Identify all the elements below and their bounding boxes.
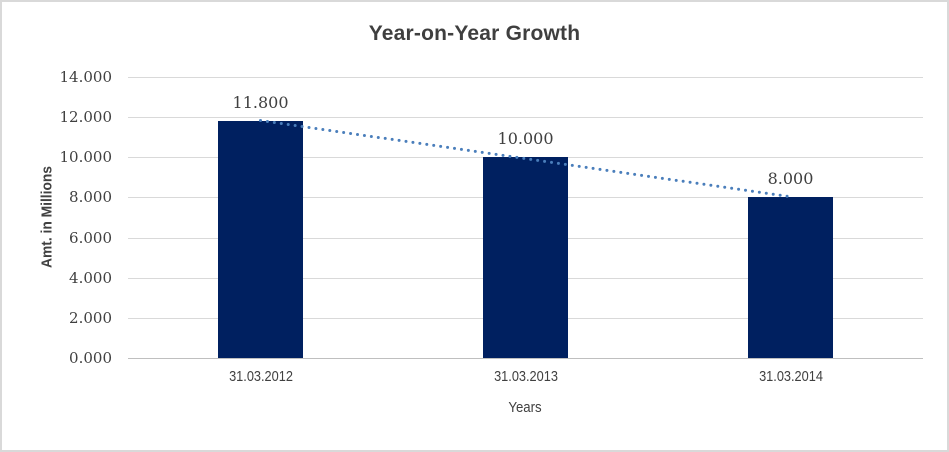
gridline	[128, 77, 923, 78]
y-tick-label: 14.000	[59, 68, 113, 86]
x-tick-label: 31.03.2014	[758, 368, 823, 385]
y-axis-title: Amt. in Millions	[38, 166, 56, 268]
x-axis-title: Years	[508, 399, 542, 416]
chart-title: Year-on-Year Growth	[368, 22, 581, 45]
data-label: 8.000	[767, 169, 814, 189]
y-tick-label: 0.000	[69, 349, 112, 367]
x-axis-line	[128, 358, 923, 359]
y-tick-label: 10.000	[59, 148, 113, 167]
bar	[748, 197, 833, 358]
data-label: 11.800	[232, 93, 289, 113]
y-tick-label: 2.000	[69, 308, 112, 327]
data-label: 10.000	[497, 129, 554, 149]
bar	[483, 157, 568, 358]
x-tick-label: 31.03.2012	[228, 368, 293, 385]
gridline	[128, 117, 923, 119]
y-tick-label: 8.000	[69, 188, 112, 207]
y-tick-label: 4.000	[69, 268, 112, 287]
y-tick-label: 6.000	[69, 228, 112, 247]
bar	[218, 121, 303, 358]
y-tick-label: 12.000	[59, 108, 113, 127]
x-tick-label: 31.03.2013	[493, 368, 558, 385]
